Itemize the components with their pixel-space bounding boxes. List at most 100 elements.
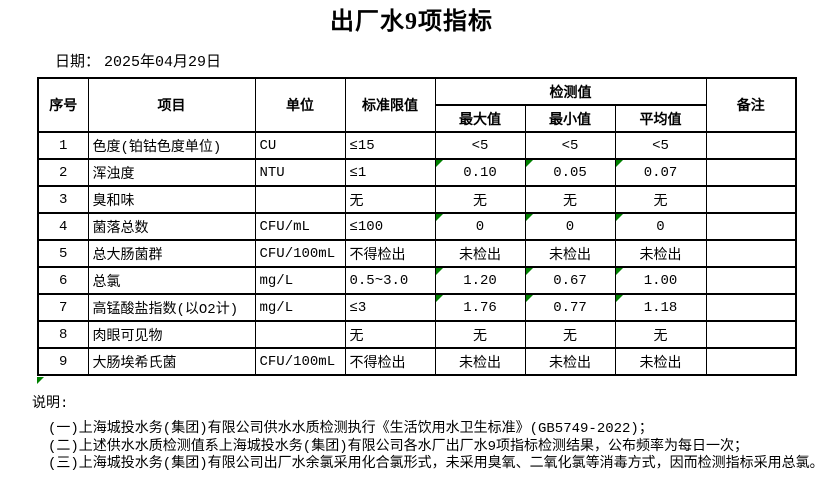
table-row: 8 肉眼可见物无无无无 xyxy=(37,320,797,349)
cell-item: 高锰酸盐指数(以O2计) xyxy=(87,293,256,322)
cell-max: 1.20 xyxy=(434,266,526,295)
cell-remark xyxy=(705,266,797,295)
cell-remark xyxy=(705,320,797,349)
cell-max: 0.10 xyxy=(434,158,526,187)
cell-limit: ≤3 xyxy=(344,293,436,322)
cell-unit: CFU/mL xyxy=(254,212,346,241)
cell-avg: 1.00 xyxy=(614,266,707,295)
cell-remark xyxy=(705,212,797,241)
note-item: (二)上述供水水质检测值系上海城投水务(集团)有限公司各水厂出厂水9项指标检测结… xyxy=(48,438,749,455)
cell-seq: 4 xyxy=(37,212,89,241)
excel-flag-icon xyxy=(436,296,443,302)
cell-limit: 0.5~3.0 xyxy=(344,266,436,295)
excel-flag-icon xyxy=(37,377,44,384)
water-quality-table: 序号 项目 单位 标准限值 检测值 备注 最大值 最小值 平均值 1 色度(铂钴色… xyxy=(37,77,797,376)
cell-unit: mg/L xyxy=(254,266,346,295)
excel-flag-icon xyxy=(436,215,443,221)
cell-remark xyxy=(705,185,797,214)
table-row: 6 总氯 mg/L 0.5~3.0 1.20 0.67 1.00 xyxy=(37,266,797,295)
date-label: 日期： xyxy=(55,54,101,71)
cell-item: 臭和味 xyxy=(87,185,256,214)
cell-avg: 未检出 xyxy=(614,239,707,268)
report-date: 日期： 2025年04月29日 xyxy=(55,50,221,71)
excel-flag-icon xyxy=(526,215,533,221)
cell-item: 色度(铂钴色度单位) xyxy=(87,131,256,160)
cell-limit: ≤1 xyxy=(344,158,436,187)
excel-flag-icon xyxy=(526,269,533,275)
table-row: 4 菌落总数 CFU/mL ≤100 0 0 0 xyxy=(37,212,797,241)
page-title: 出厂水9项指标 xyxy=(330,9,493,35)
excel-flag-icon xyxy=(526,161,533,167)
cell-avg: 1.18 xyxy=(614,293,707,322)
cell-min: 0.77 xyxy=(524,293,616,322)
table-header: 序号 项目 单位 标准限值 检测值 备注 最大值 最小值 平均值 xyxy=(37,77,797,133)
excel-flag-icon xyxy=(616,161,623,167)
excel-flag-icon xyxy=(436,269,443,275)
excel-flag-icon xyxy=(616,269,623,275)
excel-flag-icon xyxy=(526,296,533,302)
cell-min: 无 xyxy=(524,185,616,214)
cell-seq: 5 xyxy=(37,239,89,268)
cell-avg: 0 xyxy=(614,212,707,241)
notes-list: (一)上海城投水务(集团)有限公司供水水质检测执行《生活饮用水卫生标准》(GB5… xyxy=(48,421,823,474)
cell-unit: NTU xyxy=(254,158,346,187)
cell-item: 浑浊度 xyxy=(87,158,256,187)
date-value: 2025年04月29日 xyxy=(104,54,222,71)
cell-avg: 0.07 xyxy=(614,158,707,187)
cell-seq: 2 xyxy=(37,158,89,187)
cell-min: 无 xyxy=(524,320,616,349)
table-row: 2 浑浊度 NTU ≤1 0.10 0.05 0.07 xyxy=(37,158,797,187)
cell-remark xyxy=(705,158,797,187)
cell-remark xyxy=(705,131,797,160)
cell-max: 未检出 xyxy=(434,239,526,268)
excel-flag-icon xyxy=(616,296,623,302)
table-row: 1 色度(铂钴色度单位) CU ≤15 <5 <5 <5 xyxy=(37,131,797,160)
cell-max: 无 xyxy=(434,185,526,214)
cell-seq: 3 xyxy=(37,185,89,214)
cell-limit: ≤15 xyxy=(344,131,436,160)
cell-min: 未检出 xyxy=(524,347,616,376)
cell-avg: 无 xyxy=(614,185,707,214)
table-row: 3 臭和味无无无无 xyxy=(37,185,797,214)
cell-unit: mg/L xyxy=(254,293,346,322)
table-body: 1 色度(铂钴色度单位) CU ≤15 <5 <5 <5 2 浑浊度 NTU ≤1 0.10 0.05 0… xyxy=(37,131,797,376)
note-item: (三)上海城投水务(集团)有限公司出厂水余氯采用化合氯形式，未采用臭氧、二氧化氯… xyxy=(48,456,823,472)
notes-label: 说明: xyxy=(32,396,69,412)
cell-unit xyxy=(254,320,346,349)
cell-seq: 8 xyxy=(37,320,89,349)
cell-seq: 7 xyxy=(37,293,89,322)
cell-avg: <5 xyxy=(614,131,707,160)
cell-seq: 9 xyxy=(37,347,89,376)
cell-remark xyxy=(705,239,797,268)
cell-item: 肉眼可见物 xyxy=(87,320,256,349)
cell-item: 总氯 xyxy=(87,266,256,295)
cell-max: 无 xyxy=(434,320,526,349)
table-row: 7 高锰酸盐指数(以O2计) mg/L ≤3 1.76 0.77 1.18 xyxy=(37,293,797,322)
cell-unit: CU xyxy=(254,131,346,160)
header-seq: 序号 xyxy=(37,77,89,133)
header-unit: 单位 xyxy=(254,77,346,133)
note-item: (一)上海城投水务(集团)有限公司供水水质检测执行《生活饮用水卫生标准》(GB5… xyxy=(48,421,653,437)
cell-limit: 不得检出 xyxy=(344,239,436,268)
cell-item: 菌落总数 xyxy=(87,212,256,241)
table-row: 9 大肠埃希氏菌 CFU/100mL 不得检出 未检出 未检出 未检出 xyxy=(37,347,797,376)
cell-seq: 6 xyxy=(37,266,89,295)
cell-min: 0.67 xyxy=(524,266,616,295)
header-min: 最小值 xyxy=(524,104,616,133)
cell-limit: 不得检出 xyxy=(344,347,436,376)
cell-limit: 无 xyxy=(344,320,436,349)
cell-unit: CFU/100mL xyxy=(254,239,346,268)
excel-flag-icon xyxy=(436,161,443,167)
cell-max: 1.76 xyxy=(434,293,526,322)
header-remark: 备注 xyxy=(705,77,797,133)
cell-item: 总大肠菌群 xyxy=(87,239,256,268)
header-item: 项目 xyxy=(87,77,256,133)
cell-limit: ≤100 xyxy=(344,212,436,241)
cell-max: 未检出 xyxy=(434,347,526,376)
table-row: 5 总大肠菌群 CFU/100mL 不得检出 未检出 未检出 未检出 xyxy=(37,239,797,268)
cell-max: <5 xyxy=(434,131,526,160)
cell-min: 0 xyxy=(524,212,616,241)
header-max: 最大值 xyxy=(434,104,526,133)
cell-remark xyxy=(705,347,797,376)
header-limit: 标准限值 xyxy=(344,77,436,133)
